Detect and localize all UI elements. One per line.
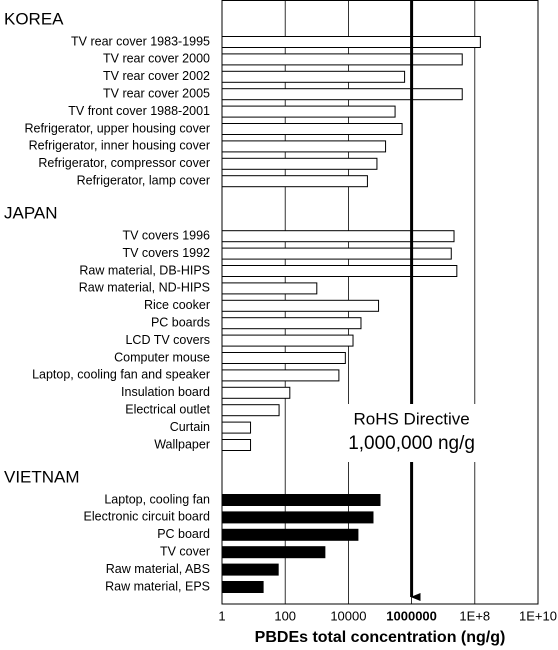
bar: [221, 299, 380, 312]
category-label: Raw material, ND-HIPS: [79, 281, 210, 295]
bar: [221, 230, 455, 243]
x-tick-label: 100: [274, 608, 296, 623]
category-label: Insulation board: [121, 385, 210, 399]
bar: [221, 439, 252, 451]
category-label: TV rear cover 2005: [103, 86, 210, 100]
bar: [221, 334, 354, 347]
category-label: Wallpaper: [154, 437, 210, 451]
category-label: Curtain: [170, 420, 210, 434]
bar: [221, 528, 359, 541]
bar: [221, 157, 378, 170]
bar: [221, 581, 264, 593]
bar: [221, 386, 291, 399]
bar: [221, 70, 406, 83]
category-label: TV covers 1992: [122, 246, 210, 260]
bar: [221, 247, 452, 260]
category-label: TV rear cover 2002: [103, 69, 210, 83]
category-label: Refrigerator, upper housing cover: [24, 121, 210, 135]
annotation-bg: [329, 404, 494, 462]
x-axis-title: PBDEs total concentration (ng/g): [255, 629, 506, 646]
bar: [221, 53, 463, 66]
bar: [221, 88, 463, 101]
group-label: VIETNAM: [4, 467, 80, 486]
group-label: JAPAN: [4, 204, 58, 223]
bar: [221, 265, 458, 277]
bar: [221, 352, 346, 364]
x-tick-label: 1E+10: [519, 608, 557, 623]
x-tick-label: 1E+8: [459, 608, 490, 623]
category-label: Refrigerator, compressor cover: [38, 156, 210, 170]
bar: [221, 105, 396, 118]
category-label: Computer mouse: [114, 350, 210, 364]
category-label: Refrigerator, inner housing cover: [29, 139, 210, 153]
category-label: Electrical outlet: [125, 402, 210, 416]
category-label: Rice cooker: [144, 298, 210, 312]
bar: [221, 175, 368, 188]
category-label: TV rear cover 1983-1995: [71, 34, 210, 48]
group-label: KOREA: [4, 9, 64, 28]
category-label: PC board: [157, 527, 210, 541]
x-tick-label: 10000: [330, 608, 366, 623]
category-label: Refrigerator, lamp cover: [77, 173, 210, 187]
bar: [221, 546, 326, 559]
x-tick-label: 1000000: [386, 608, 437, 623]
category-label: TV covers 1996: [122, 228, 210, 242]
category-label: TV cover: [160, 544, 210, 558]
x-tick-label: 1: [218, 608, 225, 623]
category-label: Laptop, cooling fan and speaker: [32, 368, 210, 382]
annotation: RoHS Directive: [353, 409, 469, 428]
category-label: Electronic circuit board: [84, 510, 210, 524]
category-label: Raw material, ABS: [106, 562, 210, 576]
bar: [221, 511, 374, 524]
category-label: Laptop, cooling fan: [104, 492, 210, 506]
category-label: Raw material, DB-HIPS: [79, 263, 210, 277]
bar: [221, 123, 403, 135]
bar: [221, 317, 362, 330]
category-label: TV front cover 1988-2001: [68, 104, 210, 118]
bar: [221, 36, 481, 48]
bar: [221, 494, 381, 506]
bar: [221, 563, 279, 576]
bar: [221, 369, 340, 382]
annotation: 1,000,000 ng/g: [348, 433, 475, 454]
category-label: TV rear cover 2000: [103, 52, 210, 66]
bar: [221, 421, 252, 434]
bar: [221, 140, 387, 153]
bar: [221, 282, 318, 295]
bar: [221, 404, 280, 417]
category-label: PC boards: [151, 315, 210, 329]
category-label: LCD TV covers: [125, 333, 210, 347]
category-label: Raw material, EPS: [105, 579, 210, 593]
